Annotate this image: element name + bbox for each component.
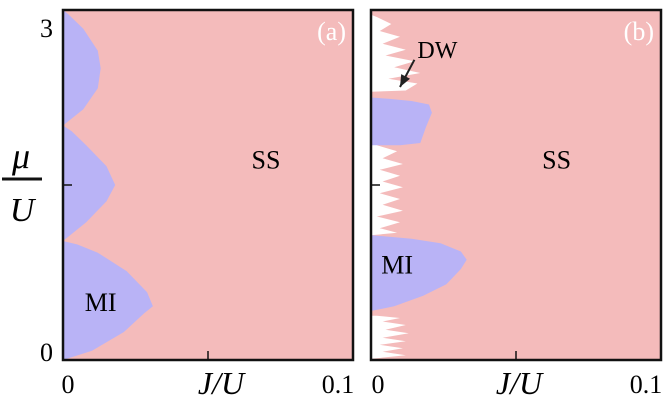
panel-a: 3 0 0 0.1 J/U (a) MI SS xyxy=(40,8,355,401)
panel-a-x-axis-label: J/U xyxy=(198,365,246,401)
y-axis-label: μ U xyxy=(2,136,42,229)
panel-a-region-mi-2 xyxy=(63,125,116,241)
panel-a-region-label-mi: MI xyxy=(85,288,117,317)
panel-b-annotation-dw: DW xyxy=(417,38,457,64)
panel-a-y-tick-bottom: 0 xyxy=(40,338,53,367)
panel-a-x-tick-left: 0 xyxy=(62,370,75,399)
panel-b-phase-regions xyxy=(371,10,661,360)
panel-a-region-mi-1 xyxy=(63,241,153,360)
panel-b-x-tick-right: 0.1 xyxy=(630,370,663,399)
panel-b-region-labels: MI SS DW xyxy=(381,38,571,280)
panel-b-label: (b) xyxy=(624,17,654,46)
panel-b-region-dw-2 xyxy=(371,123,403,236)
panel-a-y-tick-top: 3 xyxy=(40,14,53,43)
y-axis-label-denominator: U xyxy=(10,192,37,229)
panel-a-x-tick-right: 0.1 xyxy=(322,370,355,399)
panel-b-region-ss-0 xyxy=(371,10,661,360)
panel-b: 0 0.1 J/U (b) MI SS DW xyxy=(369,8,663,401)
panel-b-x-axis-label: J/U xyxy=(496,365,544,401)
panel-a-region-label-ss: SS xyxy=(252,146,281,175)
panel-b-annotation-arrow-head xyxy=(400,74,410,87)
panel-a-label: (a) xyxy=(317,17,346,46)
panel-b-region-label-mi: MI xyxy=(381,251,413,280)
panel-b-region-mi-5 xyxy=(371,97,432,146)
panel-b-region-dw-1 xyxy=(371,315,409,359)
panel-b-x-tick-left: 0 xyxy=(372,370,385,399)
panel-a-region-labels: MI SS xyxy=(85,146,281,317)
panel-a-region-ss-0 xyxy=(63,10,353,360)
panel-a-region-mi-3 xyxy=(63,10,101,126)
panel-b-region-mi-4 xyxy=(371,235,467,311)
panel-a-phase-regions xyxy=(63,10,353,360)
y-axis-label-numerator: μ xyxy=(11,136,30,176)
panel-b-region-label-ss: SS xyxy=(542,146,571,175)
